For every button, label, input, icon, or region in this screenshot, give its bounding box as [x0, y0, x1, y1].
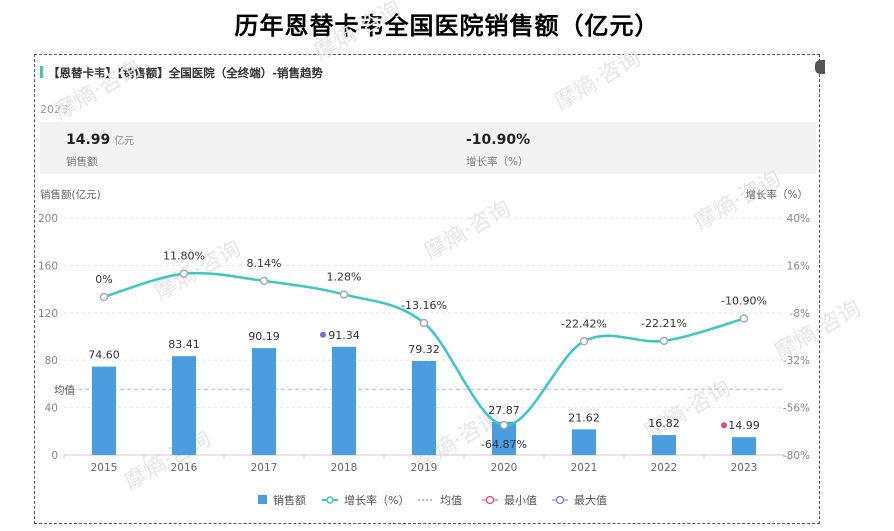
y-left-tick-4: 160	[38, 260, 58, 272]
bar-label-2: 90.19	[248, 330, 280, 343]
line-label-2: 8.14%	[247, 257, 282, 270]
y-right-tick-3: -8%	[790, 308, 810, 320]
bar-1	[172, 356, 196, 455]
watermark-0: 摩熵·咨询	[51, 56, 146, 125]
line-label-8: -10.90%	[721, 295, 767, 308]
y-left-tick-5: 200	[38, 213, 58, 225]
kpi-sales-unit: 亿元	[114, 136, 135, 147]
bar-6	[572, 429, 596, 455]
watermark-4: 摩熵·咨询	[421, 196, 516, 265]
line-point-6	[579, 337, 589, 346]
watermark-3: 摩熵·咨询	[151, 236, 246, 305]
kpi-sales-label: 销售额	[66, 156, 98, 168]
bar-8	[732, 437, 756, 455]
line-point-0	[99, 292, 109, 302]
line-point-1	[179, 269, 189, 278]
average-label: 均值	[54, 383, 75, 396]
bar-label-8: 14.99	[728, 419, 760, 432]
y-left-tick-3: 120	[38, 308, 58, 320]
line-label-6: -22.42%	[561, 317, 607, 330]
line-point-8	[739, 314, 749, 323]
bar-2	[252, 348, 276, 455]
x-tick-label-3: 2018	[331, 462, 358, 474]
line-label-0: 0%	[95, 273, 112, 286]
x-tick-label-1: 2016	[171, 462, 198, 474]
legend-swatch-dot-1	[326, 496, 334, 504]
bar-3	[332, 346, 356, 455]
bar-label-0: 74.60	[88, 349, 120, 362]
legend-label-4: 最大值	[574, 493, 607, 507]
watermark-1: 摩熵·咨询	[311, 0, 406, 65]
line-label-4: -13.16%	[401, 299, 447, 312]
bar-label-7: 16.82	[648, 417, 680, 430]
y-right-tick-5: 40%	[787, 213, 810, 225]
legend-swatch-dot-4	[555, 495, 565, 505]
y-right-tick-2: -32%	[783, 355, 810, 367]
line-label-7: -22.21%	[641, 317, 687, 330]
kpi-growth-label: 增长率（%）	[466, 156, 529, 168]
bar-label-4: 79.32	[408, 343, 440, 356]
legend-swatch-dot-3	[485, 495, 495, 505]
kpi-panel: 14.99 亿元 销售额 -10.90% 增长率（%）	[40, 122, 816, 174]
x-tick-label-6: 2021	[571, 462, 598, 474]
kpi-sales-value: 14.99 亿元	[66, 132, 135, 148]
line-point-7	[659, 336, 669, 346]
max-marker	[320, 331, 326, 338]
kpi-growth-value: -10.90%	[466, 132, 531, 148]
x-tick-label-4: 2019	[411, 462, 438, 474]
x-tick-label-0: 2015	[91, 462, 118, 474]
line-label-5: -64.87%	[481, 438, 527, 451]
year-label: 2023	[40, 103, 68, 116]
min-marker	[721, 422, 727, 429]
watermark-2: 摩熵·咨询	[551, 46, 646, 115]
growth-rate-line	[103, 271, 745, 427]
bar-7	[652, 435, 676, 455]
legend-label-2: 均值	[440, 494, 462, 507]
line-point-2	[259, 276, 269, 286]
y-right-tick-4: 16%	[787, 260, 810, 272]
x-tick-label-5: 2020	[491, 462, 518, 474]
y-right-title: 增长率（%）	[746, 188, 808, 201]
y-right-tick-0: -80%	[783, 450, 810, 462]
x-tick-label-7: 2022	[651, 462, 678, 474]
toolbox-icon[interactable]	[815, 60, 825, 74]
card-title: 【恩替卡韦】【销售额】全国医院（全终端）-销售趋势	[48, 66, 324, 80]
bar-label-1: 83.41	[168, 338, 200, 351]
line-label-3: 1.28%	[327, 270, 362, 283]
line-point-5	[499, 420, 509, 430]
chart-frame	[34, 54, 820, 524]
title-accent	[40, 66, 43, 78]
bar-0	[92, 366, 116, 455]
y-left-tick-2: 80	[45, 355, 58, 367]
y-right-tick-1: -56%	[783, 403, 810, 415]
line-point-3	[339, 290, 349, 299]
line-point-4	[419, 318, 429, 328]
x-tick-label-2: 2017	[251, 462, 278, 474]
legend-label-0: 销售额	[273, 493, 306, 507]
watermark-6: 摩熵·咨询	[121, 426, 216, 495]
legend-label-1: 增长率（%）	[344, 493, 409, 507]
legend-label-3: 最小值	[504, 494, 537, 507]
bar-label-5: 27.87	[488, 404, 520, 417]
y-left-tick-0: 0	[51, 450, 58, 462]
y-left-title: 销售额(亿元)	[40, 188, 101, 201]
bar-label-6: 21.62	[568, 411, 600, 424]
bar-label-3: 91.34	[328, 329, 360, 342]
watermark-8: 摩熵·咨询	[641, 376, 736, 445]
page-title: 历年恩替卡韦全国医院销售额（亿元）	[234, 11, 660, 40]
x-tick-label-8: 2023	[731, 462, 758, 474]
line-label-1: 11.80%	[163, 250, 205, 263]
y-left-tick-1: 40	[45, 403, 58, 415]
legend-swatch-0	[258, 495, 267, 504]
bar-4	[412, 361, 436, 455]
